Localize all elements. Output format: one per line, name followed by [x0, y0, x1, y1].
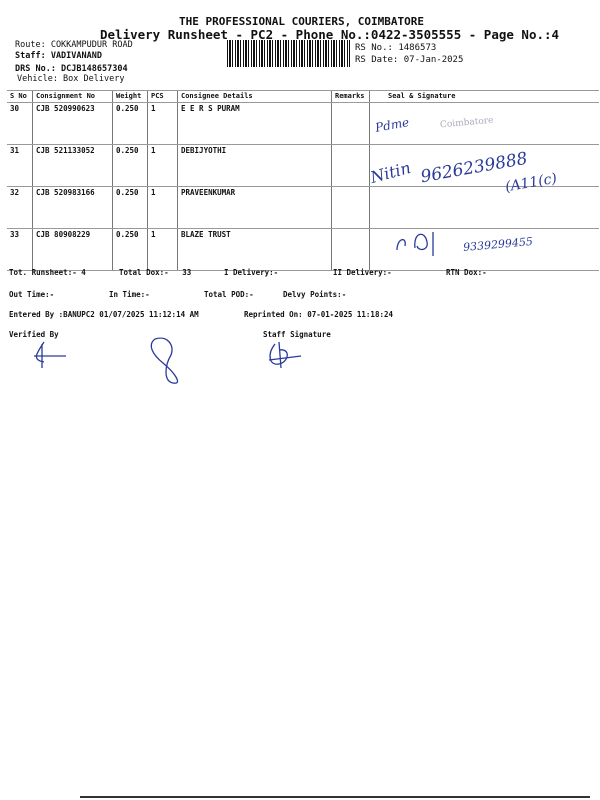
signature-row33 [396, 232, 434, 256]
company-name: THE PROFESSIONAL COURIERS, COIMBATORE [179, 15, 425, 28]
pcs: 1 [147, 186, 178, 229]
staff-signature [268, 341, 302, 369]
verified-signature [34, 341, 66, 368]
staff-signature-label: Staff Signature [263, 330, 331, 339]
sno: 31 [7, 144, 33, 187]
pcs: 1 [147, 102, 178, 145]
consignment-no: CJB 80908229 [32, 228, 113, 271]
i-delivery: I Delivery:- [224, 268, 279, 277]
drs-number: DRS No.: DCJB148657304 [15, 64, 128, 74]
entered-by: Entered By :BANUPC2 01/07/2025 11:12:14 … [9, 310, 199, 319]
col-consignee: Consignee Details [177, 90, 332, 103]
sno: 30 [7, 102, 33, 145]
consignment-no: CJB 520983166 [32, 186, 113, 229]
total-dox: Total Dox:- 33 [119, 268, 192, 277]
table-row: 33 CJB 80908229 0.250 1 BLAZE TRUST [7, 228, 599, 271]
consignee: E E R S PURAM [177, 102, 332, 145]
weight: 0.250 [112, 186, 148, 229]
consignment-no: CJB 520990623 [32, 102, 113, 145]
seal-signature [369, 102, 599, 145]
out-time: Out Time:- [9, 290, 55, 299]
weight: 0.250 [112, 102, 148, 145]
tot-runsheet: Tot. Runsheet:- 4 [9, 268, 86, 277]
col-consignment: Consignment No [32, 90, 113, 103]
total-pod: Total POD:- [204, 290, 254, 299]
in-time: In Time:- [109, 290, 150, 299]
pcs: 1 [147, 144, 178, 187]
table-row: 30 CJB 520990623 0.250 1 E E R S PURAM [7, 102, 599, 145]
sno: 33 [7, 228, 33, 271]
consignee: DEBIJYOTHI [177, 144, 332, 187]
barcode [227, 40, 350, 67]
consignee: BLAZE TRUST [177, 228, 332, 271]
pcs: 1 [147, 228, 178, 271]
remarks [331, 186, 370, 229]
col-pcs: PCS [147, 90, 178, 103]
ii-delivery: II Delivery:- [333, 268, 392, 277]
col-seal-signature: Seal & Signature [369, 90, 599, 103]
table-header: S No Consignment No Weight PCS Consignee… [7, 90, 599, 103]
weight: 0.250 [112, 228, 148, 271]
verified-signature-2 [150, 337, 179, 384]
delvy-points: Delvy Points:- [283, 290, 347, 299]
col-sno: S No [7, 90, 33, 103]
seal-signature [369, 144, 599, 187]
table-row: 31 CJB 521133052 0.250 1 DEBIJYOTHI [7, 144, 599, 187]
reprinted-on: Reprinted On: 07-01-2025 11:18:24 [244, 310, 394, 319]
remarks [331, 102, 370, 145]
consignee: PRAVEENKUMAR [177, 186, 332, 229]
verified-by-label: Verified By [9, 330, 59, 339]
remarks [331, 228, 370, 271]
bottom-rule [80, 796, 590, 798]
page-title: Delivery Runsheet - PC2 - Phone No.:0422… [100, 27, 560, 42]
sno: 32 [7, 186, 33, 229]
runsheet-table: S No Consignment No Weight PCS Consignee… [7, 90, 599, 271]
seal-signature [369, 228, 599, 271]
staff: Staff: VADIVANAND [15, 51, 102, 61]
seal-signature [369, 186, 599, 229]
rs-date: RS Date: 07-Jan-2025 [355, 55, 464, 65]
col-remarks: Remarks [331, 90, 370, 103]
remarks [331, 144, 370, 187]
table-row: 32 CJB 520983166 0.250 1 PRAVEENKUMAR [7, 186, 599, 229]
col-weight: Weight [112, 90, 148, 103]
route: Route: COKKAMPUDUR ROAD [15, 40, 133, 50]
consignment-no: CJB 521133052 [32, 144, 113, 187]
rtn-dox: RTN Dox:- [446, 268, 487, 277]
vehicle: Vehicle: Box Delivery [17, 74, 125, 84]
rs-number: RS No.: 1486573 [355, 43, 437, 53]
weight: 0.250 [112, 144, 148, 187]
